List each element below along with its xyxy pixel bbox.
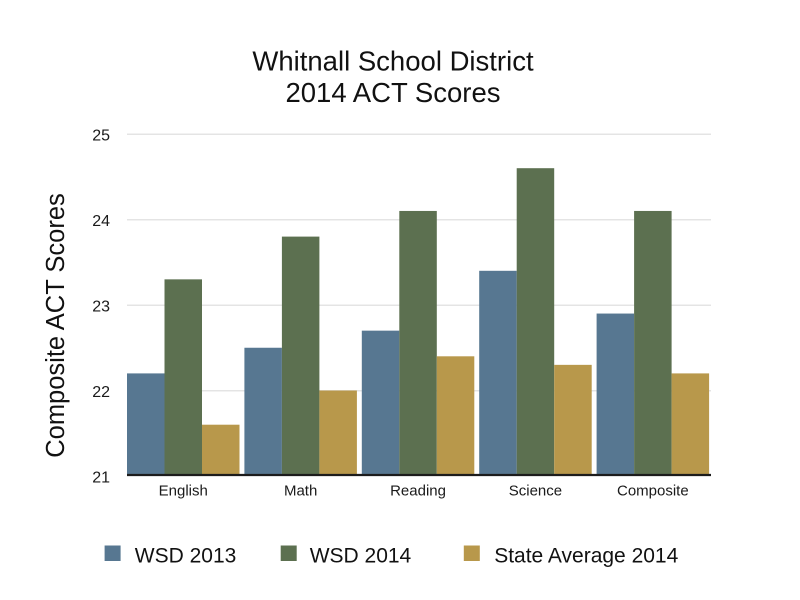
svg-text:State Average 2014: State Average 2014 [494,545,678,568]
svg-text:Composite: Composite [617,483,689,500]
svg-text:Math: Math [284,483,317,500]
svg-text:24: 24 [92,213,110,230]
svg-text:Reading: Reading [390,483,446,500]
svg-text:22: 22 [92,384,110,401]
svg-text:21: 21 [92,470,110,487]
svg-text:Science: Science [509,483,562,500]
svg-text:English: English [159,483,208,500]
svg-text:WSD 2013: WSD 2013 [135,545,237,568]
svg-text:WSD 2014: WSD 2014 [310,545,412,568]
svg-text:23: 23 [92,299,110,316]
svg-text:2014 ACT Scores: 2014 ACT Scores [285,77,500,108]
svg-text:Whitnall School District: Whitnall School District [252,46,534,77]
svg-text:Composite ACT Scores: Composite ACT Scores [42,193,70,458]
svg-text:25: 25 [92,128,110,145]
